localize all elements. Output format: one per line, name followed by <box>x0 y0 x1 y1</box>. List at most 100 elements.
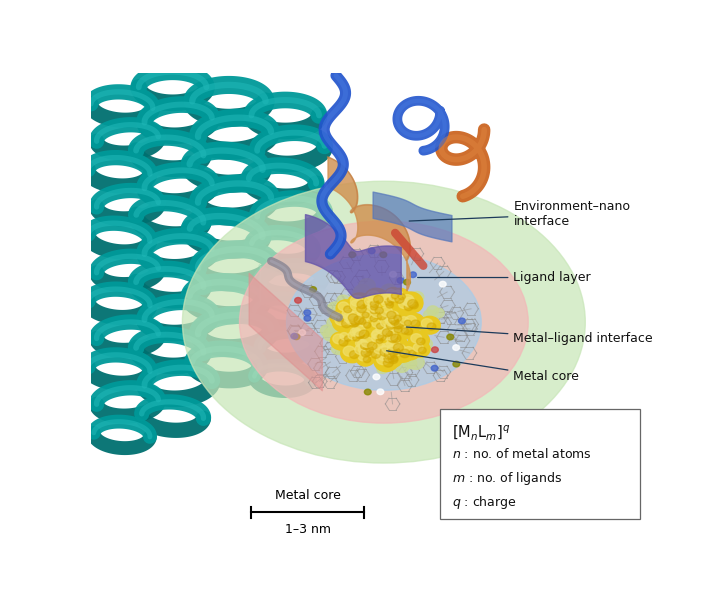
Circle shape <box>291 334 298 339</box>
Circle shape <box>447 334 454 340</box>
Circle shape <box>358 335 382 354</box>
Circle shape <box>369 303 380 312</box>
Circle shape <box>377 354 390 365</box>
Circle shape <box>393 344 406 355</box>
Circle shape <box>353 287 368 300</box>
Circle shape <box>382 293 391 301</box>
Circle shape <box>367 301 387 318</box>
Circle shape <box>383 351 392 358</box>
Circle shape <box>401 251 408 256</box>
Circle shape <box>332 312 341 320</box>
Circle shape <box>343 346 356 356</box>
Circle shape <box>364 356 371 363</box>
Circle shape <box>411 342 430 357</box>
Circle shape <box>354 285 370 298</box>
Circle shape <box>350 317 360 325</box>
Circle shape <box>386 343 403 357</box>
Circle shape <box>367 291 379 301</box>
Circle shape <box>337 344 350 355</box>
Circle shape <box>377 312 387 320</box>
Circle shape <box>365 346 377 356</box>
Circle shape <box>382 328 390 334</box>
Ellipse shape <box>286 254 481 390</box>
Circle shape <box>390 356 398 362</box>
Circle shape <box>358 346 369 354</box>
Circle shape <box>387 309 406 325</box>
Circle shape <box>396 325 406 332</box>
Circle shape <box>323 328 340 342</box>
Text: $\mathit{q}$ : charge: $\mathit{q}$ : charge <box>452 493 517 511</box>
Circle shape <box>433 308 444 318</box>
Circle shape <box>383 313 408 334</box>
Text: Metal–ligand interface: Metal–ligand interface <box>406 327 653 345</box>
Circle shape <box>377 323 383 329</box>
Circle shape <box>364 350 371 356</box>
Circle shape <box>396 297 417 314</box>
Circle shape <box>327 317 341 328</box>
Circle shape <box>332 343 345 354</box>
Circle shape <box>386 353 395 360</box>
Circle shape <box>344 306 352 313</box>
Circle shape <box>394 322 412 337</box>
Circle shape <box>393 290 403 298</box>
Circle shape <box>381 284 395 296</box>
Circle shape <box>370 333 386 346</box>
Circle shape <box>387 289 409 307</box>
Circle shape <box>402 345 419 360</box>
Circle shape <box>365 312 374 320</box>
Circle shape <box>376 334 383 340</box>
Circle shape <box>387 311 396 319</box>
Circle shape <box>371 335 380 342</box>
Circle shape <box>385 315 395 323</box>
Circle shape <box>382 312 395 321</box>
Circle shape <box>348 293 372 313</box>
Circle shape <box>439 281 446 287</box>
Circle shape <box>385 315 399 326</box>
Text: Metal core: Metal core <box>275 489 341 502</box>
Circle shape <box>403 346 413 354</box>
Circle shape <box>362 312 369 318</box>
Circle shape <box>339 339 348 346</box>
Circle shape <box>388 311 398 320</box>
Circle shape <box>421 318 433 328</box>
Circle shape <box>391 293 398 299</box>
Circle shape <box>340 307 363 326</box>
Circle shape <box>361 349 371 357</box>
Circle shape <box>384 329 397 340</box>
Circle shape <box>340 309 365 329</box>
Circle shape <box>331 311 343 321</box>
Circle shape <box>355 345 367 354</box>
Circle shape <box>345 336 351 342</box>
Circle shape <box>401 295 414 306</box>
Circle shape <box>376 325 388 334</box>
Circle shape <box>419 347 426 354</box>
Circle shape <box>398 293 406 300</box>
Circle shape <box>385 356 400 368</box>
Circle shape <box>337 304 350 315</box>
Circle shape <box>304 310 310 315</box>
Circle shape <box>342 309 354 320</box>
Circle shape <box>390 271 396 277</box>
Circle shape <box>394 315 401 321</box>
Circle shape <box>369 329 387 343</box>
Circle shape <box>364 299 381 313</box>
Circle shape <box>366 346 374 353</box>
Circle shape <box>427 323 436 330</box>
Text: Metal core: Metal core <box>387 351 579 382</box>
Circle shape <box>453 361 459 367</box>
Circle shape <box>403 314 425 331</box>
Circle shape <box>331 332 353 350</box>
Circle shape <box>370 315 377 321</box>
Circle shape <box>400 317 409 324</box>
Circle shape <box>353 342 375 361</box>
Circle shape <box>361 343 369 350</box>
Circle shape <box>393 348 400 354</box>
Circle shape <box>336 300 356 317</box>
Circle shape <box>353 337 372 353</box>
Circle shape <box>358 318 366 325</box>
Circle shape <box>352 313 369 328</box>
Circle shape <box>359 330 369 339</box>
Circle shape <box>411 320 420 328</box>
Circle shape <box>364 296 376 306</box>
Circle shape <box>453 345 459 350</box>
